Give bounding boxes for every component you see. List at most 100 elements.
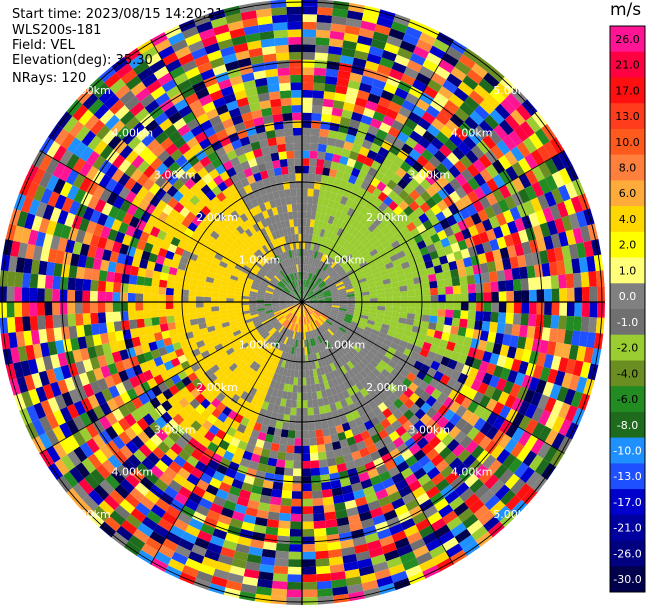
velocity-gate <box>510 87 528 105</box>
velocity-gate <box>409 403 421 415</box>
velocity-gate <box>305 226 310 235</box>
velocity-gate <box>203 291 212 298</box>
velocity-gate <box>275 136 286 145</box>
velocity-gate <box>506 302 515 314</box>
velocity-gate <box>426 243 437 254</box>
velocity-gate <box>452 381 464 393</box>
velocity-gate <box>476 302 484 312</box>
velocity-gate <box>288 422 296 431</box>
velocity-gate <box>310 128 321 137</box>
velocity-gate <box>568 213 580 230</box>
velocity-gate <box>339 374 348 383</box>
velocity-gate <box>397 274 406 282</box>
velocity-gate <box>492 249 503 262</box>
colorbar-tick-label: 17.0 <box>615 84 640 97</box>
velocity-gate <box>347 326 356 333</box>
velocity-gate <box>22 316 31 332</box>
velocity-gate <box>443 226 455 238</box>
velocity-gate <box>121 320 130 331</box>
velocity-gate <box>449 457 463 471</box>
velocity-gate <box>380 343 390 352</box>
velocity-gate <box>332 100 345 110</box>
velocity-gate <box>430 454 444 467</box>
velocity-gate <box>91 268 100 281</box>
velocity-gate <box>445 286 454 295</box>
velocity-gate <box>467 413 480 427</box>
velocity-gate <box>352 315 361 321</box>
velocity-gate <box>323 159 332 169</box>
velocity-gate <box>203 296 212 302</box>
velocity-gate <box>368 546 384 559</box>
velocity-gate <box>318 280 325 287</box>
velocity-gate <box>375 488 389 500</box>
velocity-gate <box>333 361 340 370</box>
velocity-gate <box>334 264 342 272</box>
velocity-gate <box>425 538 443 552</box>
velocity-gate <box>382 185 393 196</box>
velocity-gate <box>385 108 399 120</box>
velocity-gate <box>551 399 564 416</box>
velocity-gate <box>342 553 358 564</box>
velocity-gate <box>316 295 324 299</box>
velocity-gate <box>388 126 401 138</box>
velocity-gate <box>337 268 345 276</box>
velocity-gate <box>478 78 495 94</box>
velocity-gate <box>542 207 555 223</box>
velocity-gate <box>307 257 312 265</box>
velocity-gate <box>374 24 391 36</box>
velocity-gate <box>82 279 92 291</box>
velocity-gate <box>369 118 383 129</box>
velocity-gate <box>502 257 512 270</box>
velocity-gate <box>321 113 332 123</box>
velocity-gate <box>166 280 175 289</box>
velocity-gate <box>393 205 404 216</box>
velocity-gate <box>476 292 484 302</box>
velocity-gate <box>338 311 346 316</box>
velocity-gate <box>390 316 400 323</box>
velocity-gate <box>361 333 370 340</box>
velocity-gate <box>165 308 174 317</box>
velocity-gate <box>492 429 506 445</box>
velocity-gate <box>361 454 373 465</box>
velocity-gate <box>369 347 379 356</box>
velocity-gate <box>327 328 335 336</box>
velocity-gate <box>396 443 409 455</box>
velocity-gate <box>466 203 478 216</box>
velocity-gate <box>389 253 399 262</box>
velocity-gate <box>471 234 483 246</box>
velocity-gate <box>419 201 431 213</box>
velocity-gate <box>384 230 394 240</box>
velocity-gate <box>291 392 298 401</box>
velocity-gate <box>468 499 485 514</box>
velocity-gate <box>379 57 395 69</box>
velocity-gate <box>459 468 474 483</box>
velocity-gate <box>283 128 294 137</box>
velocity-gate <box>434 498 449 512</box>
velocity-gate <box>421 314 431 323</box>
velocity-gate <box>74 290 83 302</box>
velocity-gate <box>478 231 490 244</box>
velocity-gate <box>344 429 354 439</box>
velocity-gate <box>360 163 371 174</box>
velocity-gate <box>393 195 404 206</box>
velocity-gate <box>318 189 326 199</box>
velocity-gate <box>467 310 476 321</box>
velocity-gate <box>344 243 353 252</box>
velocity-gate <box>558 315 567 330</box>
velocity-gate <box>97 291 106 302</box>
velocity-gate <box>332 303 340 306</box>
velocity-gate <box>136 318 145 329</box>
velocity-gate <box>436 392 449 405</box>
velocity-gate <box>364 375 373 385</box>
velocity-gate <box>312 368 318 377</box>
velocity-gate <box>332 201 340 211</box>
velocity-gate <box>444 317 453 326</box>
velocity-gate <box>277 451 287 461</box>
velocity-gate <box>548 261 559 276</box>
velocity-gate <box>313 345 319 354</box>
velocity-gate <box>317 220 324 229</box>
velocity-gate <box>329 241 337 250</box>
velocity-gate <box>338 288 346 293</box>
velocity-gate <box>441 207 453 219</box>
velocity-gate <box>321 489 333 498</box>
